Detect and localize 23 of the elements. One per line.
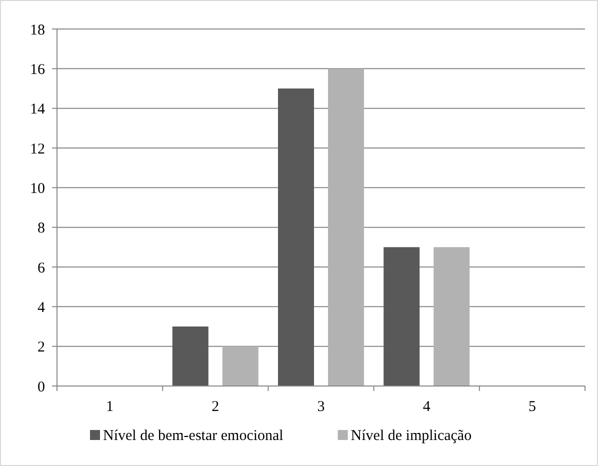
y-tick-label: 0 (38, 379, 45, 396)
y-tick-label: 18 (30, 22, 45, 38)
bar (278, 88, 314, 386)
y-tick-label: 10 (30, 180, 45, 197)
y-tick-label: 4 (38, 300, 46, 316)
x-tick-label: 4 (422, 399, 431, 415)
y-tick-label: 14 (30, 102, 46, 118)
bar (384, 247, 420, 386)
y-tick-label: 2 (38, 340, 45, 356)
bar (222, 346, 258, 386)
y-tick-label: 16 (30, 62, 46, 78)
x-tick-label: 3 (317, 399, 325, 415)
legend-label: Nível de implicação (350, 428, 472, 444)
x-tick-label: 2 (212, 399, 220, 415)
x-tick-label: 1 (106, 399, 114, 415)
bar (328, 68, 364, 386)
bar (172, 326, 208, 386)
y-tick-label: 6 (38, 260, 46, 276)
bar (434, 247, 470, 386)
x-tick-label: 5 (528, 399, 536, 415)
legend-label: Nível de bem-estar emocional (103, 428, 284, 444)
y-tick-label: 8 (38, 220, 45, 237)
y-tick-label: 12 (30, 141, 45, 158)
